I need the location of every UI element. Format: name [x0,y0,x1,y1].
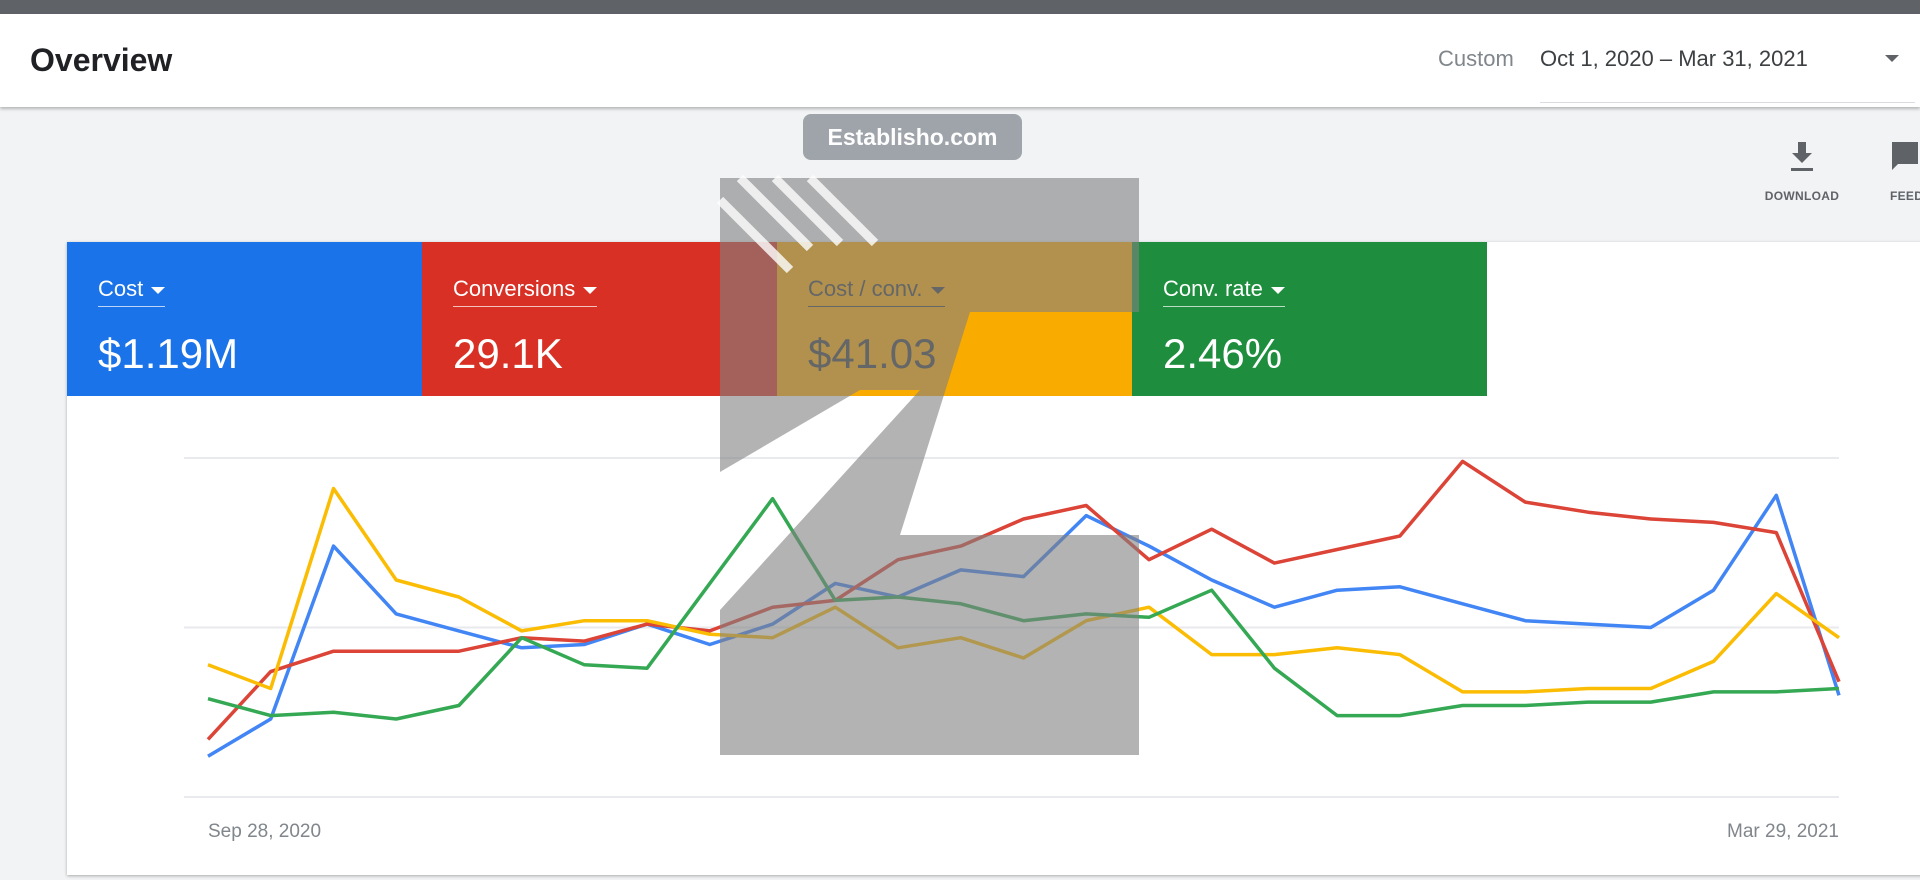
metric-value: 2.46% [1163,330,1283,377]
feedback-label: FEEDBACK [1890,189,1920,203]
metric-label-text: Conversions [453,276,576,301]
x-tick-label: Sep 28, 2020 [208,821,321,842]
download-icon [1791,142,1813,171]
metric-label: Cost [98,276,166,307]
watermark-badge: Establisho.com [803,114,1022,160]
download-button[interactable]: DOWNLOAD [1760,140,1844,203]
date-range-value: Oct 1, 2020 – Mar 31, 2021 [1540,46,1808,71]
caret-down-icon [583,286,598,294]
caret-down-icon [1270,286,1285,294]
page-title: Overview [30,42,173,78]
series-line-conv-rate [207,496,1840,721]
caret-down-icon [151,286,166,294]
top-bar [0,0,1920,14]
series-line-conversions [206,459,1841,741]
page-header: Overview Custom Oct 1, 2020 – Mar 31, 20… [0,14,1920,107]
date-preset-label: Custom [1438,46,1514,71]
metric-label-text: Cost [98,276,144,301]
metric-label: Conversions [453,276,598,307]
metric-value: $1.19M [98,330,239,377]
download-label: DOWNLOAD [1764,189,1840,203]
x-tick-label: Mar 29, 2021 [1727,821,1839,842]
metric-tile-conv-rate[interactable]: Conv. rate 2.46% [1132,242,1487,396]
date-range-selector[interactable]: Oct 1, 2020 – Mar 31, 2021 [1540,36,1915,103]
chevron-down-icon [1885,55,1899,62]
metric-tile-cost[interactable]: Cost $1.19M [67,242,422,396]
feedback-icon [1892,142,1918,170]
series-line-cost [207,493,1841,758]
feedback-button[interactable]: FEEDBACK [1890,140,1920,203]
metric-value: 29.1K [453,330,563,377]
metric-label-text: Conv. rate [1163,276,1263,301]
metric-label: Conv. rate [1163,276,1285,307]
